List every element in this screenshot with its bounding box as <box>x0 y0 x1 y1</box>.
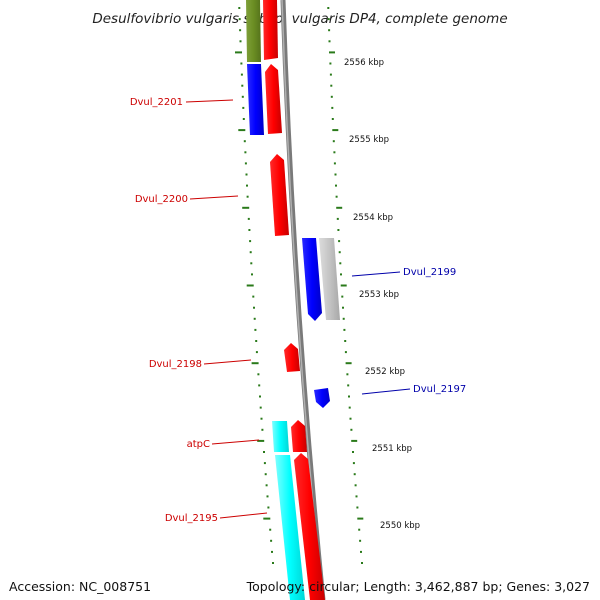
accession-text: Accession: NC_008751 <box>9 579 152 594</box>
connector-dvul-2195 <box>219 512 268 519</box>
gene-label-dvul-2201: Dvul_2201 <box>130 97 183 108</box>
kbp-tick-label: 2556 kbp <box>344 58 384 68</box>
connector-dvul-2198 <box>203 359 252 365</box>
feature-cyan-atpC <box>272 421 289 452</box>
feature-red-dvul-2201 <box>265 64 282 134</box>
feature-cyan-dvul-2195 <box>275 455 305 600</box>
connector-dvul-2199 <box>351 271 401 277</box>
gene-label-dvul-2199: Dvul_2199 <box>403 267 456 278</box>
label-connectors <box>185 99 411 519</box>
gene-label-dvul-2197: Dvul_2197 <box>413 384 466 395</box>
kbp-labels: 2556 kbp 2555 kbp 2554 kbp 2553 kbp 2552… <box>344 58 420 531</box>
connector-atpC <box>211 439 260 445</box>
topology-text: Topology: circular; Length: 3,462,887 bp… <box>246 579 590 594</box>
gene-label-dvul-2200: Dvul_2200 <box>135 194 188 205</box>
feature-blue-dvul-2201 <box>247 64 264 135</box>
map-title: Desulfovibrio vulgaris subsp. vulgaris D… <box>92 11 507 27</box>
kbp-tick-label: 2554 kbp <box>353 213 393 223</box>
feature-red-dvul-2198 <box>284 343 300 372</box>
feature-blue-dvul-2197 <box>314 388 330 408</box>
feature-red-dvul-2200 <box>270 154 289 236</box>
connector-dvul-2200 <box>189 195 239 200</box>
kbp-tick-label: 2553 kbp <box>359 290 399 300</box>
feature-olive <box>246 0 261 62</box>
feature-gray-dvul-2199 <box>319 238 340 320</box>
outer-tick-ring <box>327 7 364 564</box>
gene-label-dvul-2198: Dvul_2198 <box>149 359 202 370</box>
gene-labels: Dvul_2201 Dvul_2200 Dvul_2199 Dvul_2198 … <box>130 97 466 524</box>
feature-blue-dvul-2199 <box>302 238 322 321</box>
kbp-tick-label: 2550 kbp <box>380 521 420 531</box>
gene-label-atpC: atpC <box>187 439 210 450</box>
genome-backbone <box>280 0 326 600</box>
kbp-tick-label: 2555 kbp <box>349 135 389 145</box>
connector-dvul-2201 <box>185 99 234 103</box>
feature-red-dvul-2195 <box>294 453 325 600</box>
inner-tick-ring <box>235 7 274 564</box>
connector-dvul-2197 <box>361 388 411 395</box>
kbp-tick-label: 2552 kbp <box>365 367 405 377</box>
feature-red-top <box>263 0 278 60</box>
feature-red-atpC <box>291 420 307 452</box>
kbp-tick-label: 2551 kbp <box>372 444 412 454</box>
gene-label-dvul-2195: Dvul_2195 <box>165 513 218 524</box>
